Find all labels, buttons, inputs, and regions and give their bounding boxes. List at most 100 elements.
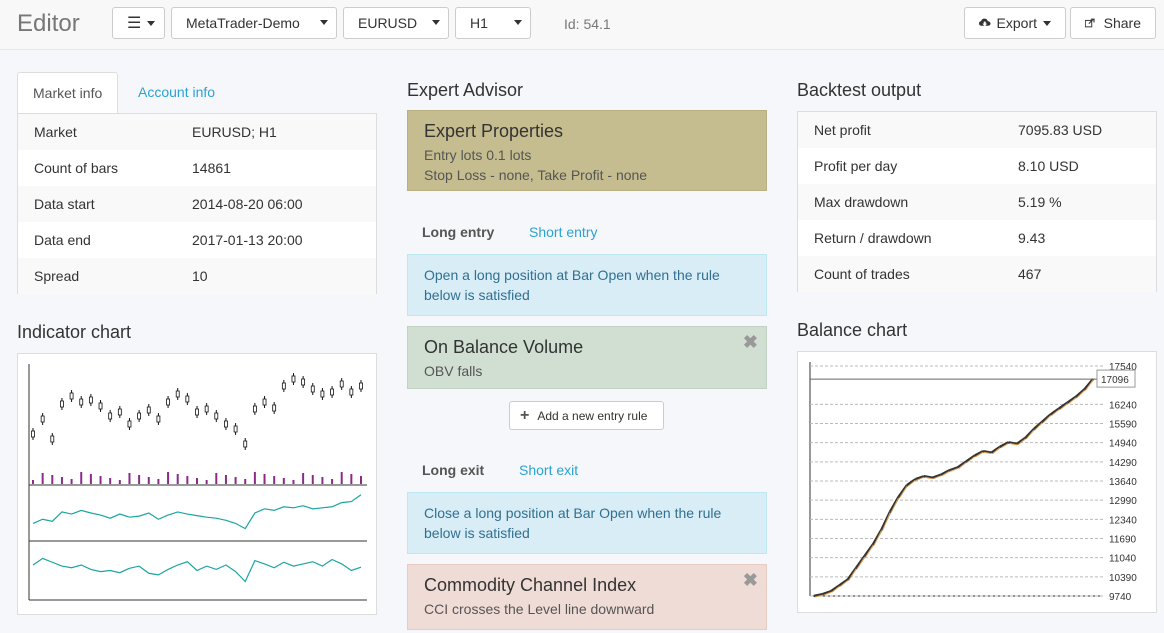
balance-line-segment	[889, 496, 900, 513]
price-candle-body	[301, 378, 306, 386]
balance-line-segment	[813, 593, 823, 598]
row-label: Net profit	[814, 122, 871, 138]
row-value: 10	[192, 268, 208, 284]
remove-rule-icon[interactable]: ✖	[742, 570, 758, 590]
balance-bar-mark	[933, 475, 942, 480]
balance-line-segment	[999, 441, 1010, 448]
main-menu-button[interactable]: ☰	[112, 7, 165, 39]
price-candle-body	[252, 405, 257, 413]
tab-account-info[interactable]: Account info	[138, 84, 216, 100]
y-tick-label: 13640	[1109, 477, 1137, 488]
app-title[interactable]: Editor	[17, 10, 80, 37]
price-candle-body	[262, 398, 267, 406]
entry-rule-obv[interactable]: On Balance Volume OBV falls ✖	[407, 326, 767, 389]
price-candle-body	[204, 405, 209, 413]
add-entry-rule-button[interactable]: + Add a new entry rule	[509, 401, 664, 430]
price-candle-body	[156, 415, 161, 423]
balance-bar-mark	[823, 591, 832, 596]
row-label: Max drawdown	[814, 194, 909, 210]
balance-chart-title: Balance chart	[797, 320, 908, 340]
exit-rule-cci[interactable]: Commodity Channel Index CCI crosses the …	[407, 564, 767, 630]
row-label: Data end	[34, 232, 91, 248]
balance-bar-mark	[814, 594, 823, 598]
y-tick-label: 12340	[1109, 515, 1137, 526]
symbol-select[interactable]: EURUSD	[343, 7, 449, 39]
table-row: Data start 2014-08-20 06:00	[18, 186, 376, 222]
price-candle-body	[310, 385, 315, 393]
server-select[interactable]: MetaTrader-Demo	[171, 7, 337, 39]
dropdown-arrow-icon	[432, 20, 440, 25]
row-label: Market	[34, 124, 77, 140]
row-label: Spread	[34, 268, 80, 284]
expert-properties-lots: Entry lots 0.1 lots	[424, 147, 532, 163]
balance-bar-mark	[873, 530, 883, 546]
caret-down-icon	[147, 20, 156, 26]
row-value: 8.10 USD	[1018, 158, 1079, 174]
price-candle-body	[31, 430, 35, 438]
balance-line-segment	[897, 484, 909, 498]
price-candle-body	[330, 388, 334, 396]
balance-line-segment	[974, 450, 984, 457]
price-candle-body	[224, 420, 228, 428]
expert-advisor-title: Expert Advisor	[407, 80, 524, 100]
export-label: Export	[996, 15, 1037, 31]
y-tick-label: 14290	[1109, 458, 1137, 469]
table-row: Profit per day 8.10 USD	[798, 148, 1156, 184]
entry-info-line1: Open a long position at Bar Open when th…	[424, 267, 720, 283]
balance-bar-mark	[1000, 442, 1009, 449]
price-candle-body	[320, 390, 325, 398]
price-candle-body	[98, 402, 103, 410]
balance-line-segment	[880, 511, 892, 530]
row-value: 2017-01-13 20:00	[192, 232, 303, 248]
add-entry-rule-label: Add a new entry rule	[537, 408, 648, 423]
tab-long-exit[interactable]: Long exit	[422, 462, 485, 478]
price-candle-body	[79, 398, 84, 406]
price-candle-body	[166, 398, 170, 406]
market-info-table: Market EURUSD; H1 Count of bars 14861 Da…	[17, 113, 377, 294]
table-row: Spread 10	[18, 258, 376, 294]
symbol-select-value: EURUSD	[358, 15, 418, 31]
balance-bar-mark	[983, 451, 992, 455]
row-label: Count of bars	[34, 160, 119, 176]
export-button[interactable]: Export	[964, 7, 1066, 39]
price-candle-body	[50, 435, 55, 443]
balance-bar-mark	[1085, 379, 1094, 391]
balance-line-segment	[1050, 407, 1060, 416]
tab-long-entry[interactable]: Long entry	[422, 224, 495, 240]
row-value: 14861	[192, 160, 231, 176]
price-candle-body	[214, 412, 219, 420]
tab-market-info[interactable]: Market info	[17, 72, 119, 114]
remove-rule-icon[interactable]: ✖	[742, 332, 758, 352]
hamburger-icon: ☰	[127, 15, 142, 32]
share-icon	[1085, 18, 1095, 28]
balance-bar-mark	[992, 447, 1001, 455]
expert-properties-panel[interactable]: Expert Properties Entry lots 0.1 lots St…	[407, 110, 767, 191]
balance-line-segment	[872, 528, 883, 545]
tab-short-exit[interactable]: Short exit	[519, 462, 579, 478]
y-tick-label: 11690	[1109, 535, 1137, 546]
table-row: Return / drawdown 9.43	[798, 220, 1156, 256]
share-label: Share	[1103, 15, 1141, 31]
balance-line-segment	[940, 469, 950, 476]
tab-short-entry[interactable]: Short entry	[529, 224, 598, 240]
price-candle-body	[195, 408, 199, 416]
period-select[interactable]: H1	[455, 7, 531, 39]
y-tick-label: 16240	[1109, 400, 1137, 411]
balance-bar-mark	[1017, 438, 1026, 446]
balance-line-segment	[1058, 401, 1069, 410]
balance-line-segment	[822, 590, 832, 596]
indicator-chart-svg	[28, 364, 367, 601]
balance-line-segment	[906, 478, 917, 487]
balance-bar-mark	[882, 512, 891, 531]
balance-bar-mark	[1009, 442, 1018, 446]
balance-line-segment	[948, 466, 959, 472]
entry-info-line2: below is satisfied	[424, 287, 530, 303]
balance-line-segment	[982, 449, 992, 454]
price-candle-body	[243, 440, 248, 448]
info-tabs: Market info Account info	[17, 72, 377, 114]
balance-bar-mark	[848, 568, 857, 581]
price-candle-body	[291, 375, 296, 383]
price-candle-body	[69, 392, 74, 400]
share-button[interactable]: Share	[1070, 7, 1156, 39]
entry-rule-text: OBV falls	[424, 363, 483, 379]
